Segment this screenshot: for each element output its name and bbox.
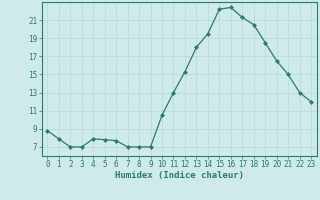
- X-axis label: Humidex (Indice chaleur): Humidex (Indice chaleur): [115, 171, 244, 180]
